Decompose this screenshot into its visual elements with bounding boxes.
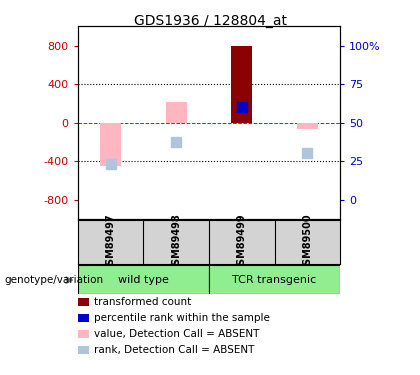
Text: transformed count: transformed count [94,297,192,307]
Bar [165,102,186,123]
Text: genotype/variation: genotype/variation [4,275,103,285]
Point [173,139,179,145]
Bar [297,123,318,129]
Bar [231,46,252,123]
Text: wild type: wild type [118,275,169,285]
Bar [78,265,209,294]
Point [239,104,245,110]
Bar [209,265,340,294]
Point [304,150,311,156]
Text: GSM89500: GSM89500 [302,213,312,272]
Text: TCR transgenic: TCR transgenic [232,275,317,285]
Text: rank, Detection Call = ABSENT: rank, Detection Call = ABSENT [94,345,255,355]
Text: GSM89497: GSM89497 [105,213,116,272]
Bar [100,123,121,166]
Text: percentile rank within the sample: percentile rank within the sample [94,313,270,323]
Point [107,161,114,167]
Text: value, Detection Call = ABSENT: value, Detection Call = ABSENT [94,329,260,339]
Text: GDS1936 / 128804_at: GDS1936 / 128804_at [134,14,286,28]
Text: GSM89498: GSM89498 [171,213,181,272]
Text: GSM89499: GSM89499 [237,213,247,272]
